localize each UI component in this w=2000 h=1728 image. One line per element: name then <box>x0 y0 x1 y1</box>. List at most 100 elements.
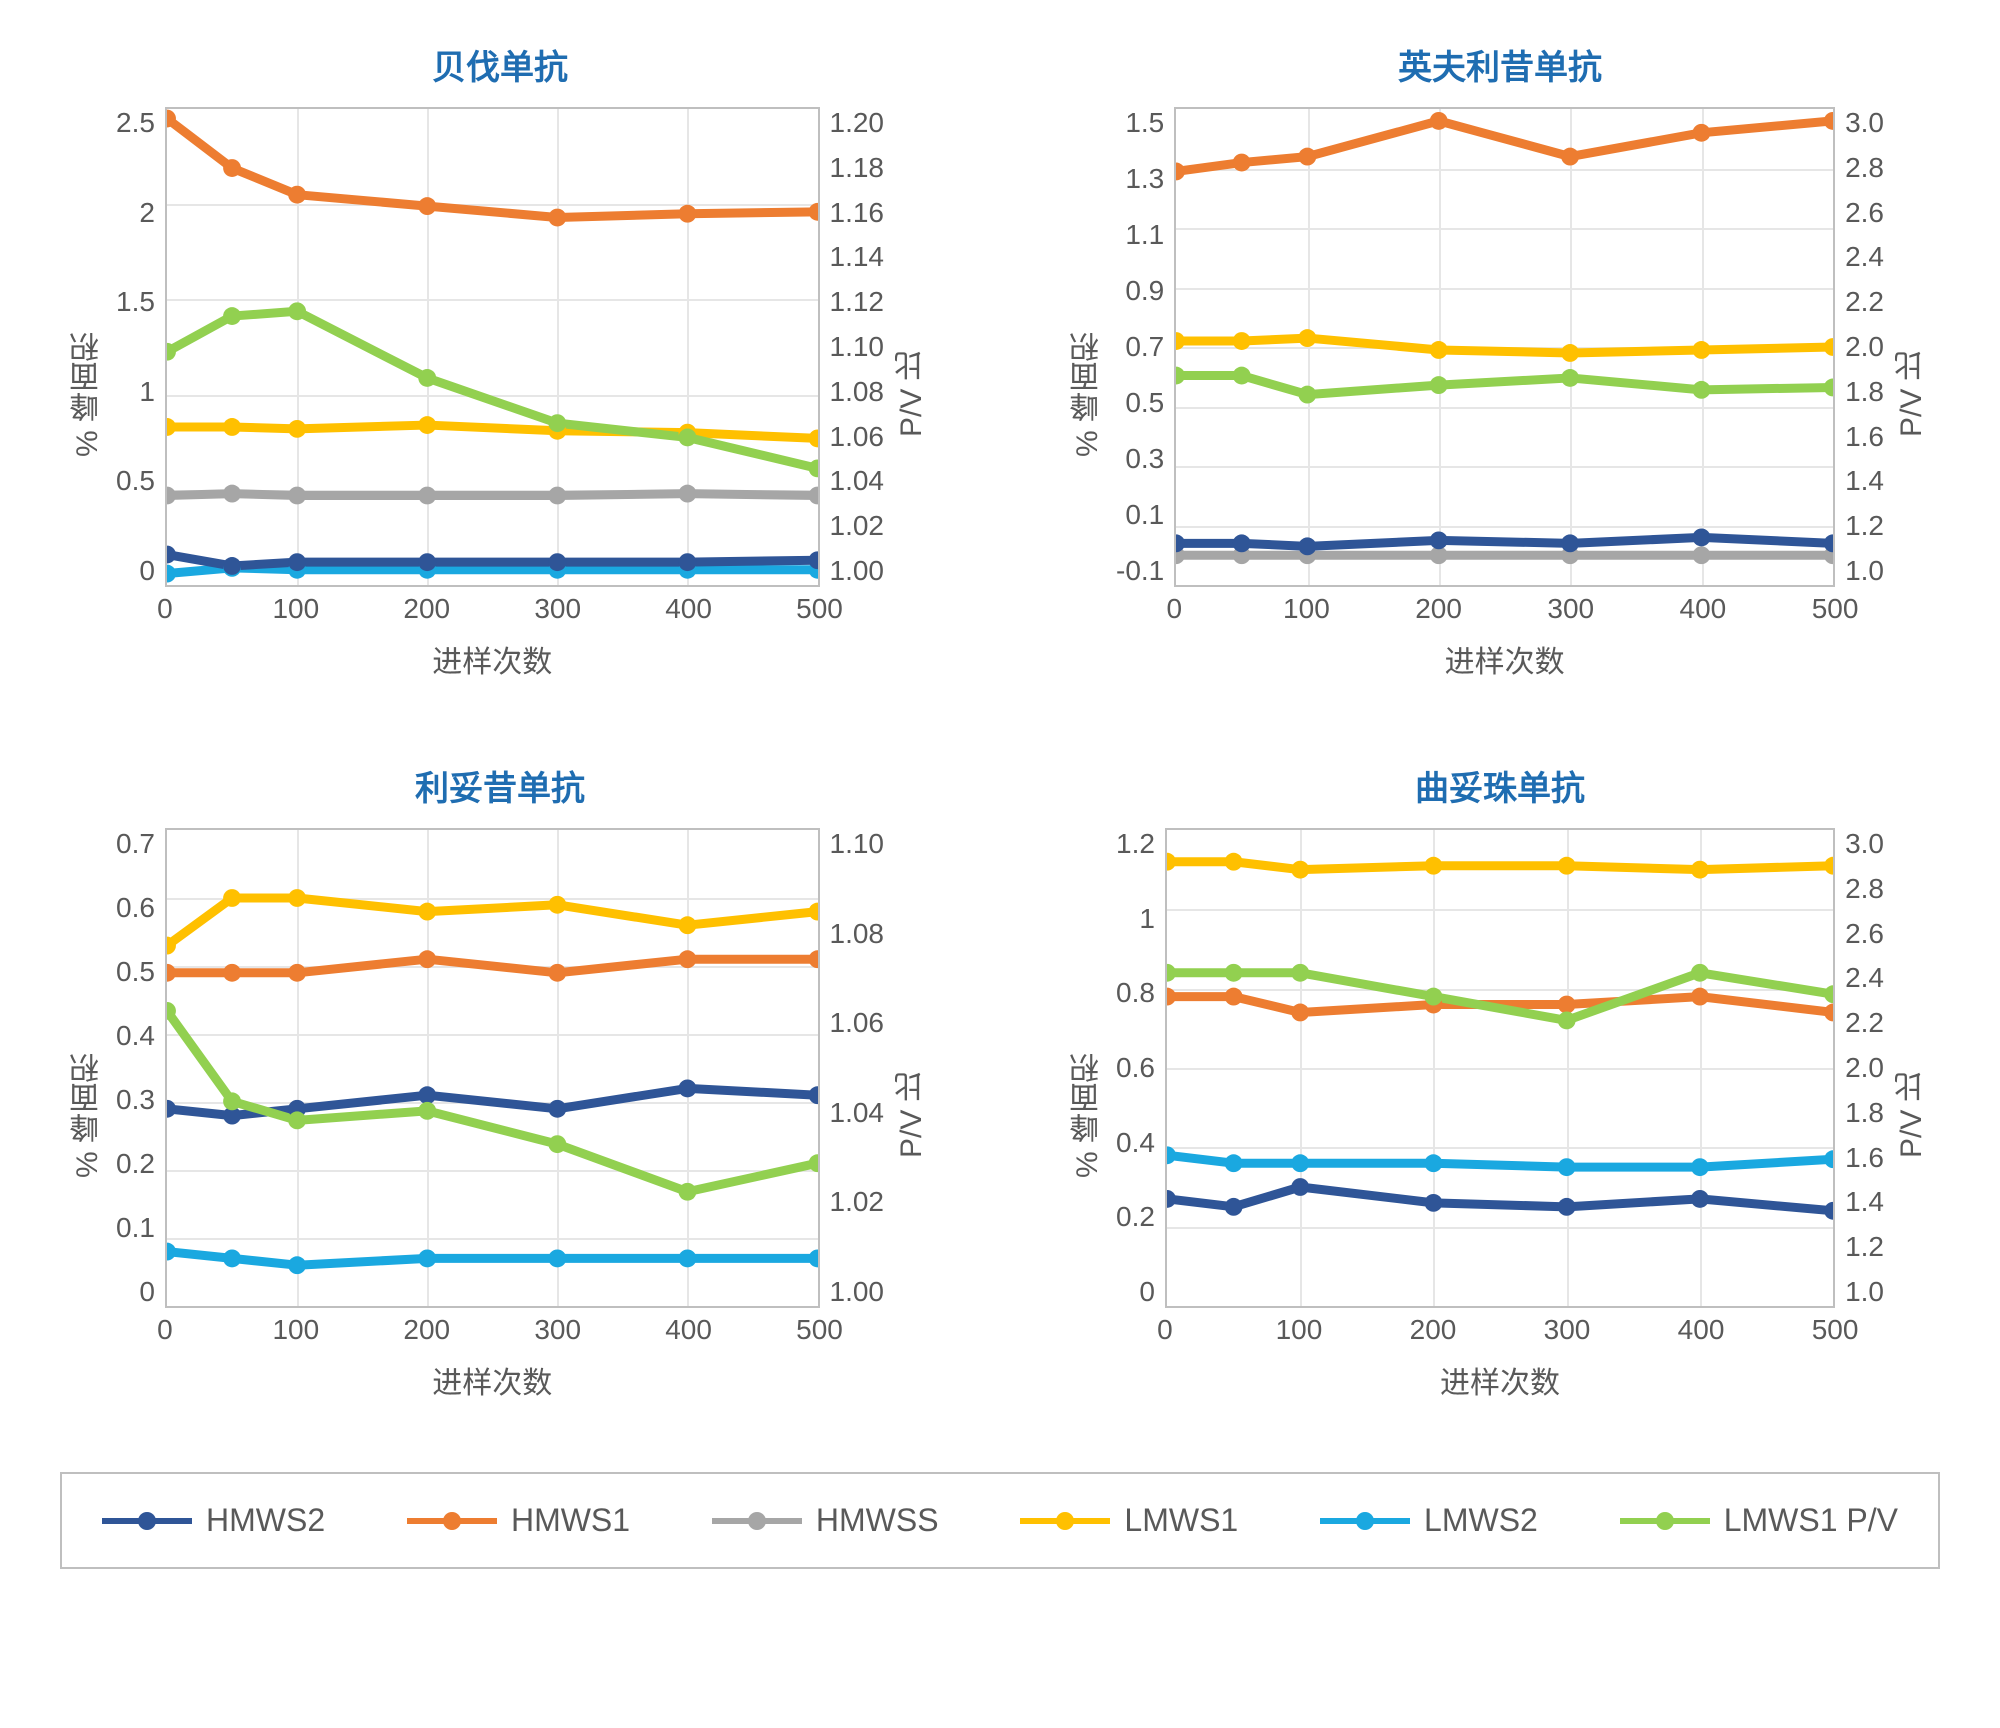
x-tick: 500 <box>796 1314 843 1346</box>
series-marker-LMWS2 <box>418 1249 436 1267</box>
legend-label: LMWS1 <box>1124 1502 1238 1539</box>
series-marker-LMWS1_PV <box>1424 988 1442 1006</box>
series-marker-LMWS1 <box>1424 857 1442 875</box>
series-marker-HMWS1 <box>1291 1004 1309 1022</box>
series-marker-HMWS2 <box>548 553 566 571</box>
x-axis-label: 进样次数 <box>1174 637 1835 681</box>
x-axis-ticks: 0100200300400500 <box>1116 593 1884 633</box>
x-tick: 200 <box>1415 593 1462 625</box>
y2-tick: 1.10 <box>830 331 885 363</box>
y-axis-label: % 峰面积 <box>60 828 116 1402</box>
series-marker-HMWS2 <box>809 1086 818 1104</box>
x-tick: 100 <box>272 1314 319 1346</box>
series-marker-HMWS1 <box>1233 154 1251 172</box>
y2-tick: 2.8 <box>1845 873 1884 905</box>
legend-label: HMWSS <box>816 1502 939 1539</box>
y-axis-label: % 峰面积 <box>60 107 116 681</box>
series-marker-LMWS1_PV <box>223 307 241 325</box>
series-marker-HMWS2 <box>1824 1202 1833 1220</box>
page-root: 贝伐单抗% 峰面积2.521.510.501.201.181.161.141.1… <box>0 0 2000 1629</box>
series-marker-HMWS1 <box>1167 988 1176 1006</box>
series-marker-HMWS1 <box>1299 148 1317 166</box>
y2-tick: 1.14 <box>830 241 885 273</box>
series-marker-LMWS1_PV <box>1167 964 1176 982</box>
legend-label: LMWS1 P/V <box>1724 1502 1898 1539</box>
legend-label: HMWS1 <box>511 1502 630 1539</box>
y2-tick: 1.10 <box>830 828 885 860</box>
legend-item-LMWS1_PV: LMWS1 P/V <box>1620 1502 1898 1539</box>
series-marker-HMWS2 <box>1693 528 1711 546</box>
chart-title: 曲妥珠单抗 <box>1060 761 1940 810</box>
series-marker-LMWS1_PV <box>678 1183 696 1201</box>
y2-tick: 1.02 <box>830 1186 885 1218</box>
series-marker-LMWS2 <box>678 1249 696 1267</box>
series-marker-LMWS1_PV <box>1558 1011 1576 1029</box>
series-marker-LMWS1 <box>418 416 436 434</box>
series-marker-LMWS1 <box>1176 332 1185 350</box>
series-marker-LMWS1 <box>167 418 176 436</box>
plot-area <box>165 107 820 587</box>
series-marker-LMWS1 <box>1691 861 1709 879</box>
series-marker-HMWS1 <box>288 964 306 982</box>
series-marker-HMWSS <box>223 485 241 503</box>
series-marker-HMWS1 <box>809 950 818 968</box>
chart-rituximab: 利妥昔单抗% 峰面积0.70.60.50.40.30.20.101.101.08… <box>60 761 940 1402</box>
series-marker-LMWS1 <box>1167 853 1176 871</box>
series-marker-LMWS1_PV <box>1430 376 1448 394</box>
chart-title: 贝伐单抗 <box>60 40 940 89</box>
y2-tick: 1.2 <box>1845 1231 1884 1263</box>
series-marker-LMWS1 <box>418 903 436 921</box>
y2-axis-ticks: 3.02.82.62.42.22.01.81.61.41.21.0 <box>1835 107 1884 587</box>
chart-body: % 峰面积1.51.31.10.90.70.50.30.1-0.13.02.82… <box>1060 107 1940 681</box>
x-tick: 500 <box>796 593 843 625</box>
series-marker-LMWS2 <box>1225 1154 1243 1172</box>
series-marker-HMWS1 <box>1824 1004 1833 1022</box>
y2-axis-label: P/V 比 <box>884 828 940 1402</box>
y-tick: 1.5 <box>1116 107 1164 139</box>
series-marker-LMWS1_PV <box>548 414 566 432</box>
y2-tick: 1.16 <box>830 197 885 229</box>
y2-tick: 2.4 <box>1845 962 1884 994</box>
chart-body: % 峰面积0.70.60.50.40.30.20.101.101.081.061… <box>60 828 940 1402</box>
series-marker-HMWS1 <box>678 205 696 223</box>
series-marker-HMWS2 <box>1176 534 1185 552</box>
y2-tick: 1.00 <box>830 555 885 587</box>
series-marker-HMWS2 <box>1824 534 1833 552</box>
y-axis-label: % 峰面积 <box>1060 107 1116 681</box>
series-marker-LMWS1_PV <box>1176 367 1185 385</box>
y-tick: 0.4 <box>1116 1127 1155 1159</box>
y2-tick: 3.0 <box>1845 828 1884 860</box>
legend-item-HMWS2: HMWS2 <box>102 1502 325 1539</box>
series-marker-HMWS2 <box>1561 534 1579 552</box>
series-marker-HMWSS <box>418 487 436 505</box>
y2-tick: 1.0 <box>1845 555 1884 587</box>
series-marker-LMWS1 <box>1299 329 1317 347</box>
y2-tick: 1.4 <box>1845 1186 1884 1218</box>
series-marker-HMWSS <box>288 487 306 505</box>
y-tick: 1 <box>116 376 155 408</box>
series-marker-HMWS1 <box>1561 148 1579 166</box>
plot-area <box>1165 828 1835 1308</box>
legend: HMWS2HMWS1HMWSSLMWS1LMWS2LMWS1 P/V <box>60 1472 1940 1569</box>
series-marker-LMWS1 <box>1430 341 1448 359</box>
y2-tick: 2.6 <box>1845 918 1884 950</box>
y2-tick: 2.0 <box>1845 331 1884 363</box>
y-tick: 1.3 <box>1116 163 1164 195</box>
legend-item-HMWS1: HMWS1 <box>407 1502 630 1539</box>
series-marker-HMWS1 <box>288 186 306 204</box>
series-marker-LMWS1 <box>288 420 306 438</box>
charts-grid: 贝伐单抗% 峰面积2.521.510.501.201.181.161.141.1… <box>60 40 1940 1402</box>
y-axis-ticks: 2.521.510.50 <box>116 107 165 587</box>
y-axis-ticks: 1.51.31.10.90.70.50.30.1-0.1 <box>1116 107 1174 587</box>
x-tick: 300 <box>1544 1314 1591 1346</box>
y-tick: 0.9 <box>1116 275 1164 307</box>
y-tick: 0.7 <box>116 828 155 860</box>
legend-item-LMWS1: LMWS1 <box>1020 1502 1238 1539</box>
series-marker-LMWS2 <box>167 565 176 583</box>
y2-tick: 1.06 <box>830 1007 885 1039</box>
series-marker-HMWS1 <box>167 110 176 128</box>
series-marker-LMWS1_PV <box>167 1002 176 1020</box>
series-marker-HMWS2 <box>418 1086 436 1104</box>
series-marker-HMWS1 <box>223 964 241 982</box>
legend-swatch-HMWS2 <box>102 1518 192 1524</box>
